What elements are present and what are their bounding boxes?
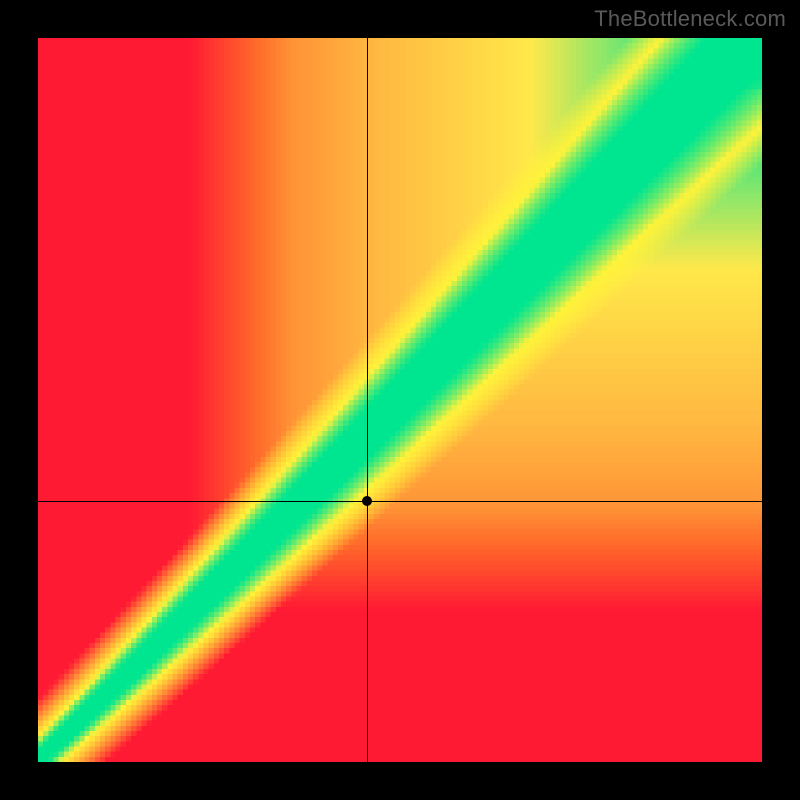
watermark-text: TheBottleneck.com: [594, 6, 786, 32]
plot-area: [38, 38, 762, 762]
crosshair-horizontal: [38, 501, 762, 502]
chart-container: TheBottleneck.com: [0, 0, 800, 800]
marker-dot: [362, 496, 372, 506]
crosshair-vertical: [367, 38, 368, 762]
heatmap-canvas: [38, 38, 762, 762]
